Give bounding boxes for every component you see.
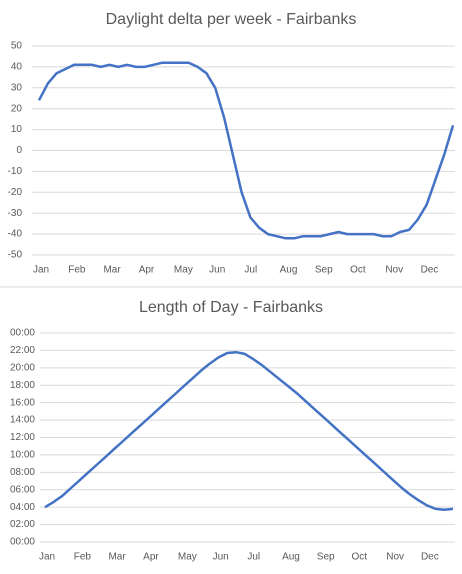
y-tick-label: 04:00 — [10, 502, 35, 513]
x-tick-label: Sep — [317, 552, 335, 563]
data-line — [37, 61, 455, 240]
y-tick-label: 20:00 — [10, 362, 35, 373]
y-tick-label: -40 — [8, 229, 23, 240]
x-tick-label: Sep — [315, 265, 333, 276]
x-tick-label: Aug — [280, 265, 298, 276]
y-tick-label: 18:00 — [10, 380, 35, 391]
y-tick-label: 20 — [11, 103, 23, 114]
x-tick-label: Jan — [33, 265, 49, 276]
y-tick-label: 10 — [11, 124, 23, 135]
x-tick-label: Oct — [350, 265, 366, 276]
y-tick-label: 02:00 — [10, 519, 35, 530]
y-tick-label: 14:00 — [10, 415, 35, 426]
x-tick-label: Jul — [244, 265, 257, 276]
chart-title: Length of Day - Fairbanks — [139, 299, 323, 316]
y-tick-label: 22:00 — [10, 345, 35, 356]
y-tick-label: 00:00 — [10, 328, 35, 339]
y-tick-label: 0 — [16, 145, 22, 156]
x-tick-label: Nov — [386, 552, 404, 563]
x-tick-label: Nov — [385, 265, 403, 276]
x-tick-label: Feb — [68, 265, 86, 276]
x-tick-label: Feb — [74, 552, 92, 563]
x-tick-label: Jun — [209, 265, 225, 276]
x-tick-label: May — [178, 552, 197, 563]
chart-title: Daylight delta per week - Fairbanks — [106, 11, 357, 28]
x-tick-label: Mar — [103, 265, 121, 276]
data-line — [44, 350, 454, 512]
y-tick-label: 10:00 — [10, 450, 35, 461]
x-tick-label: Jan — [39, 552, 55, 563]
y-tick-label: -30 — [8, 208, 23, 219]
y-tick-label: -50 — [8, 250, 23, 261]
y-tick-label: 00:00 — [10, 537, 35, 548]
y-tick-label: 30 — [11, 82, 23, 93]
x-tick-label: Dec — [421, 552, 439, 563]
x-tick-label: May — [174, 265, 193, 276]
x-tick-label: Oct — [352, 552, 368, 563]
x-tick-label: Apr — [139, 265, 155, 276]
y-tick-label: -20 — [8, 187, 23, 198]
y-tick-label: -10 — [8, 166, 23, 177]
y-tick-label: 06:00 — [10, 484, 35, 495]
y-tick-label: 12:00 — [10, 432, 35, 443]
x-tick-label: Aug — [282, 552, 300, 563]
y-tick-label: 08:00 — [10, 467, 35, 478]
x-tick-label: Dec — [421, 265, 439, 276]
x-tick-label: Jul — [247, 552, 260, 563]
x-tick-label: Apr — [143, 552, 159, 563]
x-tick-label: Jun — [213, 552, 229, 563]
y-tick-label: 40 — [11, 62, 23, 73]
y-tick-label: 50 — [11, 41, 23, 52]
y-tick-label: 16:00 — [10, 397, 35, 408]
x-tick-label: Mar — [108, 552, 126, 563]
